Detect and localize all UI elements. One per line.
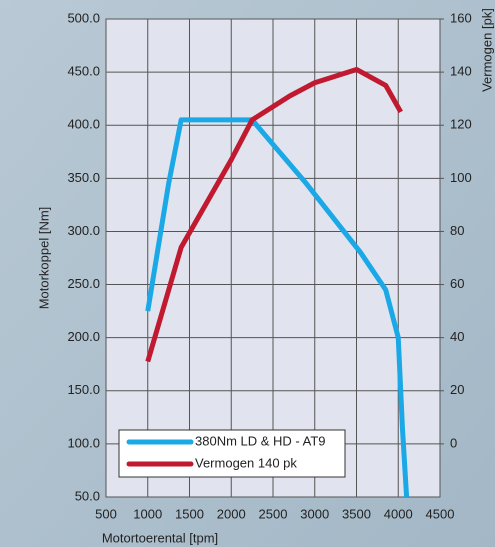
legend-label: 380Nm LD & HD - AT9	[195, 433, 326, 448]
legend-box	[118, 429, 346, 478]
y-tick-label: 350.0	[67, 170, 100, 185]
series-line	[145, 117, 410, 498]
x-tick-label: 1500	[175, 506, 204, 521]
y-tick-label: 50.0	[75, 488, 100, 503]
y-tick-label: 150.0	[67, 382, 100, 397]
series-line	[145, 66, 403, 363]
y2-tick-label: 20	[450, 382, 464, 397]
x-axis-label: Motortoerental [tpm]	[102, 530, 218, 545]
legend-label: Vermogen 140 pk	[195, 455, 297, 470]
y2-axis-label: Vermogen [pk]	[479, 8, 494, 92]
x-tick-label: 3000	[300, 506, 329, 521]
x-tick-label: 500	[95, 506, 117, 521]
x-tick-label: 2500	[259, 506, 288, 521]
y2-tick-label: 100	[450, 170, 472, 185]
y-tick-label: 200.0	[67, 329, 100, 344]
x-tick-label: 2000	[217, 506, 246, 521]
x-tick-label: 4000	[384, 506, 413, 521]
y2-tick-label: 60	[450, 276, 464, 291]
y-tick-label: 250.0	[67, 276, 100, 291]
y-tick-label: 300.0	[67, 223, 100, 238]
y2-tick-label: 140	[450, 64, 472, 79]
x-tick-label: 1000	[133, 506, 162, 521]
y-tick-label: 400.0	[67, 117, 100, 132]
y2-tick-label: 80	[450, 223, 464, 238]
y2-tick-label: 160	[450, 10, 472, 25]
x-tick-label: 4500	[426, 506, 455, 521]
y-tick-label: 450.0	[67, 64, 100, 79]
y-tick-label: 500.0	[67, 10, 100, 25]
y2-tick-label: 40	[450, 329, 464, 344]
y-axis-label: Motorkoppel [Nm]	[36, 207, 51, 310]
x-tick-label: 3500	[342, 506, 371, 521]
y2-tick-label: 0	[450, 435, 457, 450]
plot-frame	[105, 18, 441, 498]
y2-tick-label: 120	[450, 117, 472, 132]
y-tick-label: 100.0	[67, 435, 100, 450]
